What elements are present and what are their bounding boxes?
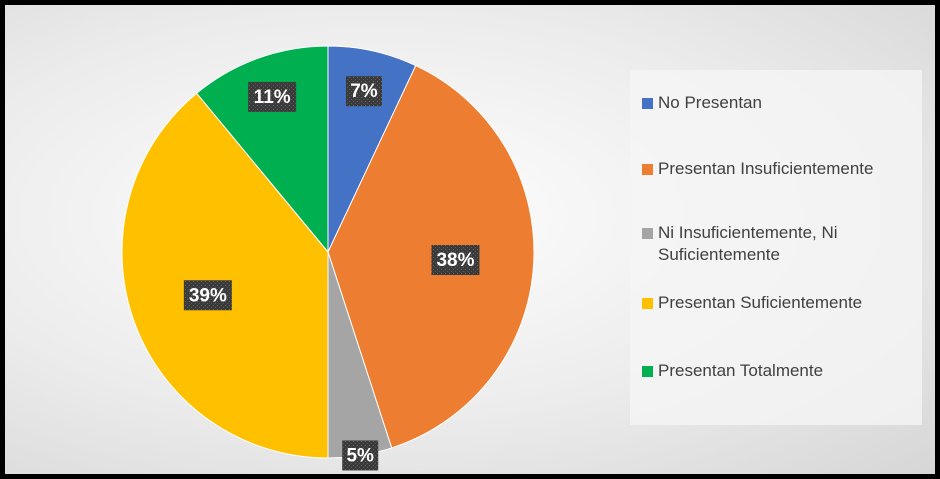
legend-entry: Ni Insuficientemente, Ni Suficientemente xyxy=(642,222,928,266)
data-label: 11% xyxy=(248,81,297,112)
legend-swatch xyxy=(642,298,653,309)
legend-label: Presentan Insuficientemente xyxy=(658,159,874,178)
data-label: 7% xyxy=(345,76,382,107)
data-label-text: 11% xyxy=(254,87,291,108)
data-label-box xyxy=(183,280,232,311)
legend: No Presentan Presentan Insuficientemente N… xyxy=(630,70,922,425)
legend-label: Ni Insuficientemente, Ni Suficientemente xyxy=(658,223,838,264)
data-label-box xyxy=(431,245,480,276)
data-label-text: 38% xyxy=(436,250,474,271)
legend-swatch xyxy=(642,228,653,239)
data-label: 39% xyxy=(183,280,232,311)
legend-label: Presentan Suficientemente xyxy=(658,293,863,312)
legend-entry: Presentan Insuficientemente xyxy=(642,158,928,180)
legend-swatch xyxy=(642,164,653,175)
pie-slice xyxy=(121,92,329,459)
pie-area: 7% 38% 5% 39% 11% xyxy=(121,45,535,471)
legend-label: No Presentan xyxy=(658,93,762,112)
legend-swatch xyxy=(642,366,653,377)
data-label-box xyxy=(248,81,297,112)
legend-label: Presentan Totalmente xyxy=(658,361,824,380)
pie-slice xyxy=(327,64,535,449)
legend-entry: Presentan Totalmente xyxy=(642,360,928,382)
data-label: 38% xyxy=(431,245,480,276)
legend-swatch xyxy=(642,98,653,109)
data-label-text: 5% xyxy=(346,445,374,466)
legend-entry: No Presentan xyxy=(642,92,928,114)
data-label-box xyxy=(345,76,382,107)
data-label: 5% xyxy=(342,440,379,471)
legend-entry: Presentan Suficientemente xyxy=(642,292,928,314)
data-label-text: 7% xyxy=(350,81,378,102)
data-label-text: 39% xyxy=(189,285,227,306)
data-label-box xyxy=(342,440,379,471)
